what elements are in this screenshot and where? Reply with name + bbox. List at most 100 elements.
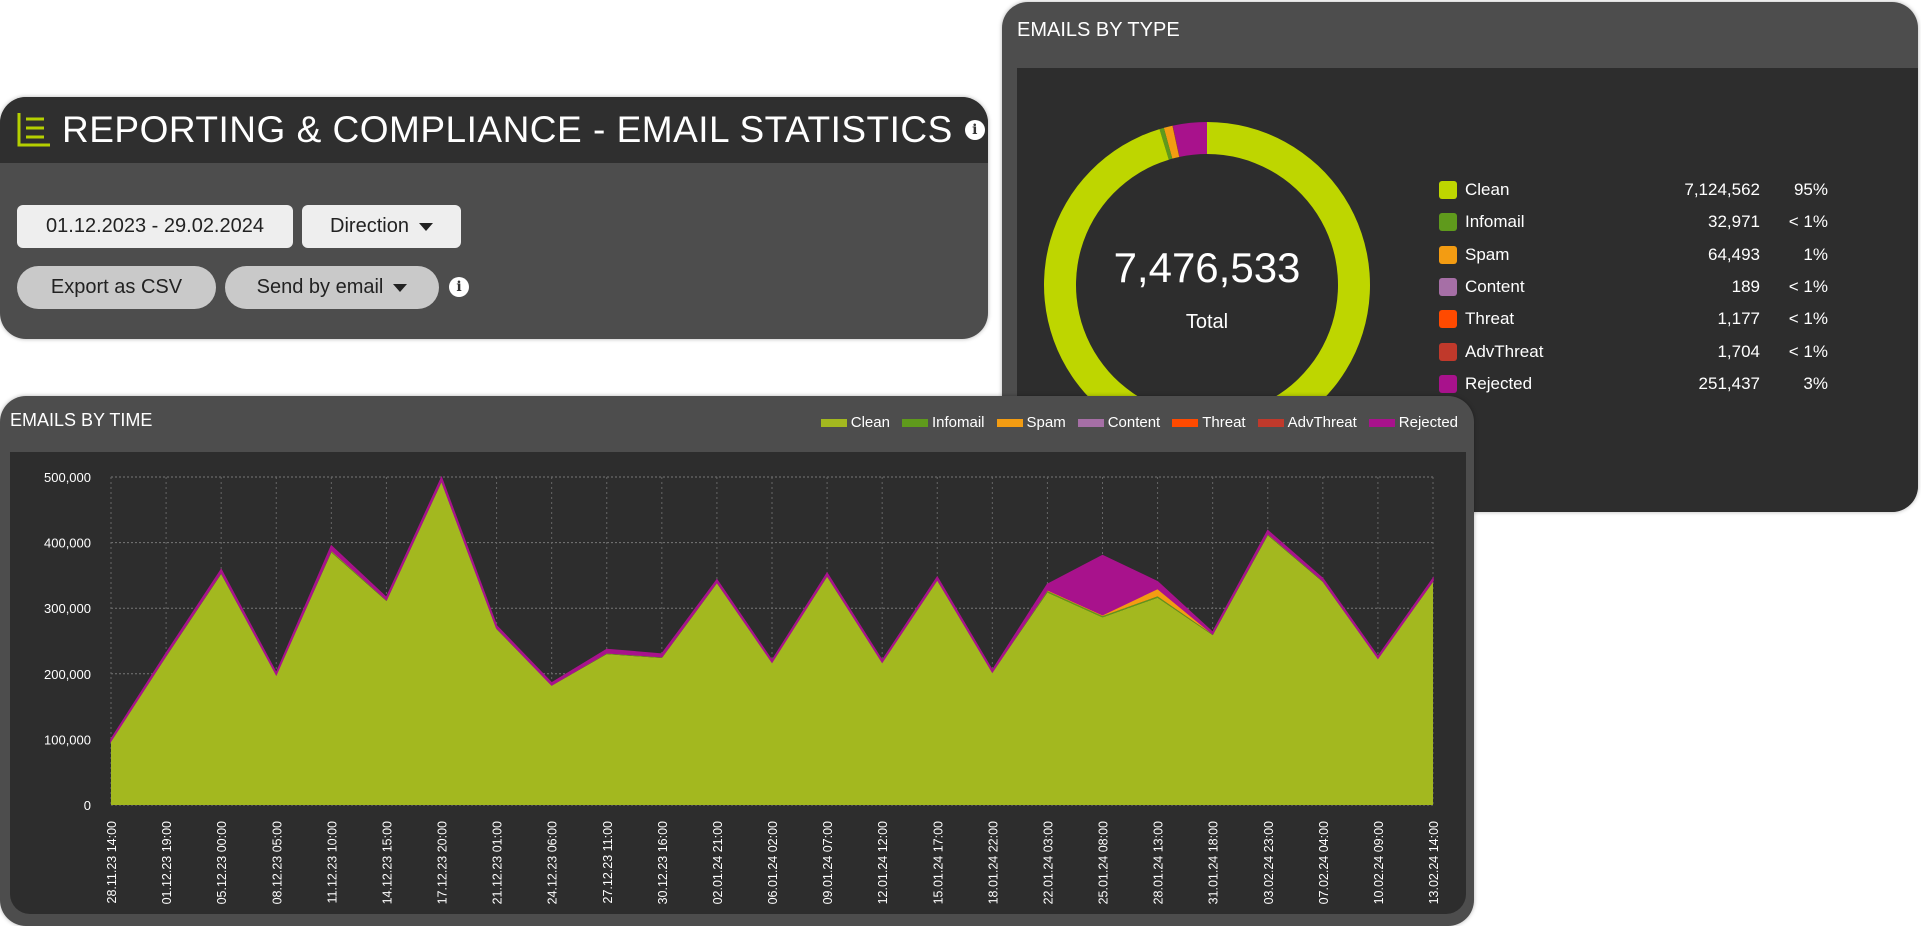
legend-swatch [996, 418, 1023, 427]
caret-down-icon [393, 283, 408, 292]
x-tick-label: 30.12.23 16:00 [656, 821, 670, 904]
x-tick-label: 28.11.23 14:00 [105, 821, 119, 904]
legend-swatch [1439, 310, 1457, 329]
legend-label: Infomail [1465, 212, 1525, 232]
date-range-picker[interactable]: 01.12.2023 - 29.02.2024 [17, 205, 293, 248]
x-tick-label: 12.01.24 12:00 [876, 821, 890, 904]
legend-swatch [820, 418, 847, 427]
legend-swatch [1439, 181, 1457, 199]
legend-row-threat[interactable]: Threat 1,177 < 1% [1437, 307, 1832, 331]
legend-swatch [1172, 418, 1199, 427]
x-tick-label: 22.01.24 03:00 [1041, 821, 1055, 904]
area-series-clean[interactable] [111, 482, 1433, 805]
legend-value: 251,437 [1698, 373, 1760, 393]
caret-down-icon [418, 222, 433, 231]
legend-swatch [1077, 418, 1104, 427]
x-tick-label: 18.01.24 22:00 [986, 821, 1000, 904]
legend-item-spam[interactable]: Spam [996, 414, 1066, 431]
legend-item-clean[interactable]: Clean [820, 414, 890, 431]
donut-slice-infomail[interactable] [1159, 127, 1173, 160]
x-tick-label: 28.01.24 13:00 [1152, 821, 1166, 904]
legend-value: 1,704 [1717, 341, 1760, 361]
x-tick-label: 01.12.23 19:00 [160, 821, 174, 904]
emails-by-time-chart: 0 100,000 200,000 300,000 400,000 500,000 28.1… [44, 470, 1441, 904]
x-tick-label: 27.12.23 11:00 [601, 821, 615, 904]
donut-slice-threat[interactable] [1172, 125, 1180, 157]
legend-label: AdvThreat [1287, 414, 1357, 431]
legend-row-spam[interactable]: Spam 64,493 1% [1437, 243, 1832, 267]
donut-slice-content[interactable] [1172, 125, 1180, 157]
legend-swatch [901, 418, 928, 427]
x-tick-label: 07.02.24 04:00 [1317, 821, 1331, 904]
legend-label: Threat [1465, 309, 1515, 329]
direction-label: Direction [330, 215, 409, 237]
x-tick-label: 08.12.23 05:00 [270, 821, 284, 904]
x-tick-label: 06.01.24 02:00 [766, 821, 780, 904]
legend-swatch [1368, 418, 1395, 427]
send-by-email-button[interactable]: Send by email [225, 266, 439, 309]
x-tick-label: 17.12.23 20:00 [436, 821, 450, 904]
total-label: Total [1186, 311, 1228, 333]
chart-legend: Clean Infomail Spam Content Threat AdvThreat R… [820, 414, 1458, 431]
legend-swatch [1439, 277, 1457, 296]
legend-value: 7,124,562 [1684, 180, 1760, 199]
x-tick-label: 15.01.24 17:00 [931, 821, 945, 904]
emails-by-time-panel: EMAILS BY TIME Clean Infomail Spam Content T… [0, 396, 1474, 926]
x-tick-label: 05.12.23 00:00 [215, 821, 229, 904]
donut-slice-rejected[interactable] [1172, 122, 1207, 157]
send-by-email-label: Send by email [256, 276, 384, 298]
legend-value: 64,493 [1708, 244, 1760, 264]
legend-item-threat[interactable]: Threat [1172, 414, 1246, 431]
x-tick-label: 24.12.23 06:00 [546, 821, 560, 904]
x-tick-label: 10.02.24 09:00 [1372, 821, 1386, 904]
direction-dropdown[interactable]: Direction [302, 205, 461, 248]
legend-swatch [1439, 245, 1457, 264]
x-tick-label: 02.01.24 21:00 [711, 821, 725, 904]
x-tick-label: 03.02.24 23:00 [1262, 821, 1276, 904]
y-tick-label: 300,000 [44, 601, 91, 616]
legend-row-content[interactable]: Content 189 < 1% [1437, 275, 1832, 299]
x-tick-label: 21.12.23 01:00 [491, 821, 505, 904]
y-tick-label: 500,000 [44, 470, 91, 485]
info-icon[interactable]: i [449, 277, 469, 297]
info-icon[interactable]: i [964, 120, 985, 140]
area-series-rejected[interactable] [110, 475, 1434, 744]
export-csv-label: Export as CSV [50, 276, 183, 298]
reporting-header-panel: REPORTING & COMPLIANCE - EMAIL STATISTIC… [0, 97, 988, 339]
legend-swatch [1439, 374, 1457, 393]
legend-row-clean[interactable]: Clean 7,124,562 95% [1437, 178, 1832, 202]
legend-item-infomail[interactable]: Infomail [901, 414, 985, 431]
legend-swatch [1257, 418, 1284, 427]
legend-label: Content [1107, 414, 1161, 431]
legend-row-advthreat[interactable]: AdvThreat 1,704 < 1% [1437, 340, 1832, 364]
legend-item-rejected[interactable]: Rejected [1368, 414, 1458, 431]
legend-label: Rejected [1398, 414, 1458, 431]
legend-item-content[interactable]: Content [1077, 414, 1161, 431]
export-csv-button[interactable]: Export as CSV [17, 266, 216, 309]
x-tick-label: 31.01.24 18:00 [1207, 821, 1221, 904]
legend-label: Clean [1465, 180, 1510, 199]
legend-value: 32,971 [1708, 212, 1760, 232]
legend-label: Spam [1026, 414, 1066, 431]
date-range-value: 01.12.2023 - 29.02.2024 [46, 215, 264, 237]
header-title-bar: REPORTING & COMPLIANCE - EMAIL STATISTIC… [0, 97, 988, 163]
legend-row-rejected[interactable]: Rejected 251,437 3% [1437, 372, 1832, 396]
legend-percent: 3% [1803, 373, 1828, 393]
donut-slice-advthreat[interactable] [1172, 125, 1180, 157]
report-logo-icon [17, 113, 50, 147]
legend-percent: < 1% [1788, 212, 1828, 232]
legend-swatch [1439, 213, 1457, 232]
y-tick-label: 100,000 [44, 732, 91, 747]
y-tick-label: 200,000 [44, 667, 91, 682]
legend-label: Rejected [1465, 373, 1533, 393]
legend-label: Threat [1202, 414, 1246, 431]
page-title: REPORTING & COMPLIANCE - EMAIL STATISTIC… [62, 109, 953, 150]
legend-label: Clean [850, 414, 890, 431]
legend-label: Infomail [931, 414, 985, 431]
emails-by-type-donut: 7,476,533 Total [1044, 122, 1370, 448]
legend-percent: 95% [1793, 180, 1828, 199]
legend-item-advthreat[interactable]: AdvThreat [1257, 414, 1357, 431]
donut-slice-spam[interactable] [1163, 125, 1180, 159]
legend-row-infomail[interactable]: Infomail 32,971 < 1% [1437, 210, 1832, 234]
legend-label: Content [1465, 276, 1525, 296]
